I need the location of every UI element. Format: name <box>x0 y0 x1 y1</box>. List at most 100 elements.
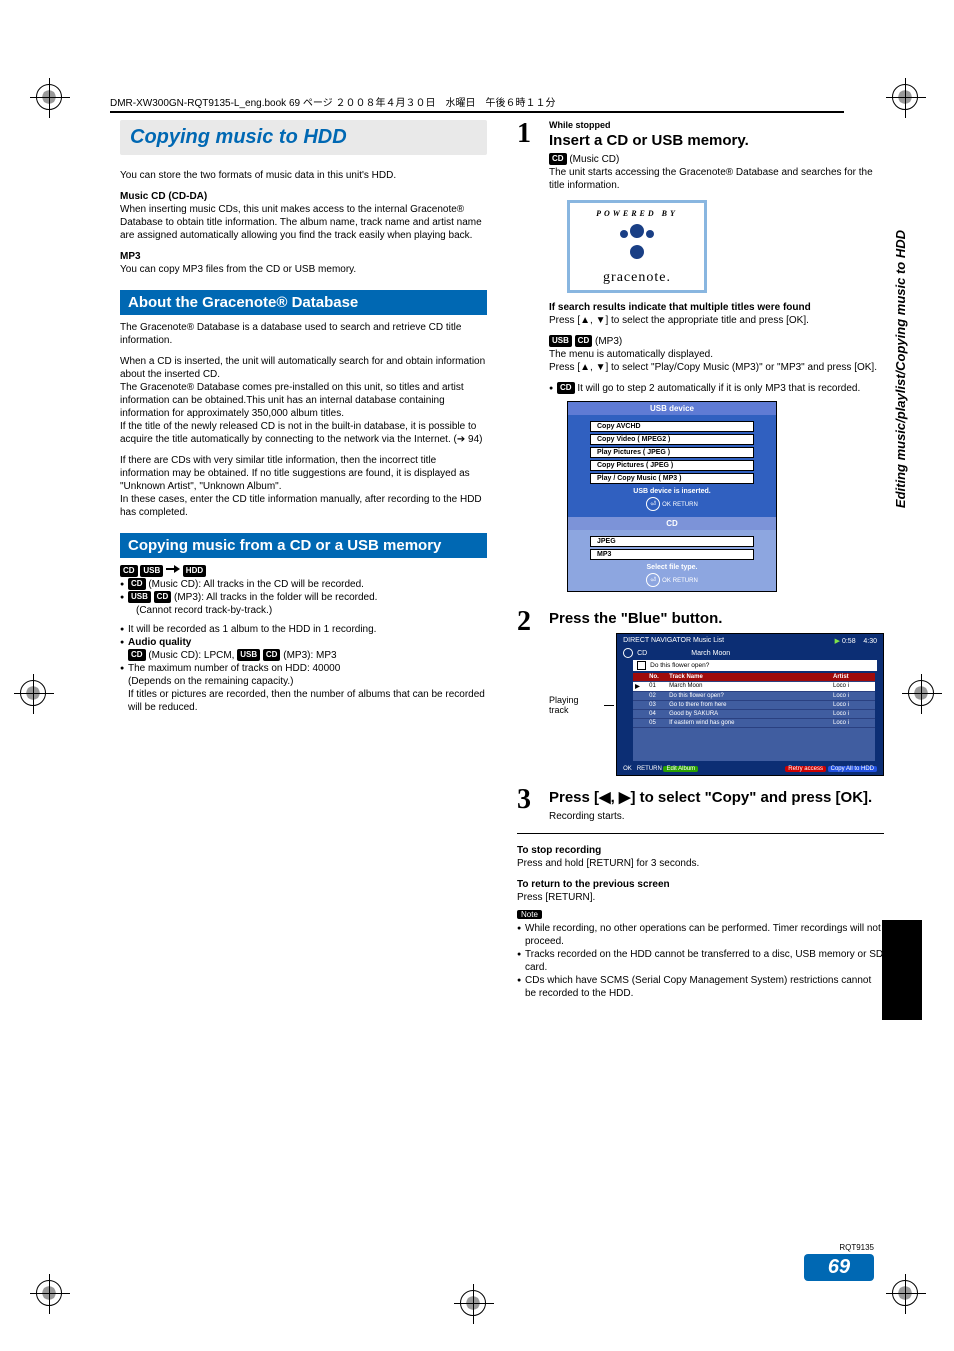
page-footer: RQT9135 69 <box>804 1243 874 1281</box>
cell: 05 <box>647 719 667 727</box>
arrow-right-icon <box>166 564 180 578</box>
section-copy-heading: Copying music from a CD or a USB memory <box>120 533 487 558</box>
stop-heading: To stop recording <box>517 844 884 857</box>
nav-time: 0:58 <box>842 638 856 645</box>
osd-ok: OK <box>662 502 671 508</box>
print-header: DMR-XW300GN-RQT9135-L_eng.book 69 ページ ２０… <box>110 94 844 113</box>
album-icon <box>637 661 646 670</box>
nav-footer: OK RETURN Edit Album Retry access Copy A… <box>617 763 883 775</box>
source-tags: CD USB HDD <box>120 564 487 578</box>
usb-tag: USB <box>140 565 163 577</box>
step1-line: CD (Music CD) <box>549 153 884 166</box>
cd-tag: CD <box>575 335 593 347</box>
table-row: 02 Do this flower open? Loco i <box>633 691 875 700</box>
side-tab: Editing music/playlist/Copying music to … <box>893 230 908 508</box>
list-item: It will be recorded as 1 album to the HD… <box>120 623 487 636</box>
nav-foot-ok: OK <box>623 766 632 772</box>
mp3-heading: MP3 <box>120 250 487 263</box>
cell <box>633 692 647 700</box>
multi-title-heading: If search results indicate that multiple… <box>549 301 884 314</box>
step2-title: Press the "Blue" button. <box>549 610 884 627</box>
about-p5: If there are CDs with very similar title… <box>120 454 487 493</box>
ok-icon: ⏎ <box>646 497 660 511</box>
step3-title: Press [◀, ▶] to select "Copy" and press … <box>549 788 884 806</box>
table-row: 04 Good by SAKURA Loco i <box>633 709 875 718</box>
crop-mark-icon <box>908 680 934 711</box>
list-item: CDs which have SCMS (Serial Copy Managem… <box>517 974 884 1000</box>
osd-usb-title: USB device <box>568 402 776 415</box>
col-artist: Artist <box>831 673 875 681</box>
note-chip: Note <box>517 910 542 919</box>
table-row: 05 If eastern wind has gone Loco i <box>633 718 875 727</box>
table-row: ▶ 01 March Moon Loco i <box>633 681 875 691</box>
crop-mark-icon <box>892 84 918 115</box>
cell: Loco i <box>831 692 875 700</box>
mp3-body: You can copy MP3 files from the CD or US… <box>120 263 487 276</box>
notes-list: While recording, no other operations can… <box>517 922 884 1000</box>
nav-table: No. Track Name Artist ▶ 01 March Moon <box>633 673 875 761</box>
stop-body: Press and hold [RETURN] for 3 seconds. <box>517 857 884 870</box>
divider <box>517 833 884 834</box>
list-item: While recording, no other operations can… <box>517 922 884 948</box>
osd-status2: Select file type. <box>590 564 754 571</box>
cell <box>633 719 647 727</box>
navigator-wrap: Playing track DIRECT NAVIGATOR Music Lis… <box>549 633 884 776</box>
nav-foot-return: RETURN <box>637 766 662 772</box>
text: If titles or pictures are recorded, then… <box>128 689 485 713</box>
osd-cd-title: CD <box>568 517 776 530</box>
text: (Music CD) <box>567 154 620 165</box>
list-item: The maximum number of tracks on HDD: 400… <box>120 662 487 714</box>
mp3-line: USB CD (MP3) <box>549 335 884 348</box>
text: The maximum number of tracks on HDD: 400… <box>128 663 340 674</box>
usb-tag: USB <box>128 591 151 603</box>
cd-tag: CD <box>557 382 575 394</box>
osd-item: Copy AVCHD <box>590 421 754 432</box>
page-title-bar: Copying music to HDD <box>120 120 487 155</box>
footer-code: RQT9135 <box>804 1243 874 1252</box>
cell: 01 <box>647 682 667 691</box>
playing-track-label: Playing track <box>549 695 600 715</box>
leader-line-icon <box>604 705 614 706</box>
text: (Cannot record track-by-track.) <box>136 604 487 617</box>
crop-mark-icon <box>460 1290 486 1321</box>
audio-quality-label: Audio quality <box>128 637 191 648</box>
cell: ▶ <box>633 682 647 691</box>
nav-thead: No. Track Name Artist <box>633 673 875 681</box>
col-status <box>633 673 647 681</box>
nav-foot-retry: Retry access <box>785 766 826 772</box>
copy-list-2: It will be recorded as 1 album to the HD… <box>120 623 487 714</box>
cell: March Moon <box>667 682 831 691</box>
about-p6: In these cases, enter the CD title infor… <box>120 493 487 519</box>
text: (MP3): MP3 <box>280 650 336 661</box>
mp3-body-b: Press [▲, ▼] to select "Play/Copy Music … <box>549 361 884 374</box>
step-3: 3 Press [◀, ▶] to select "Copy" and pres… <box>517 786 884 823</box>
osd-return: RETURN <box>673 578 698 584</box>
nav-album: March Moon <box>691 650 730 657</box>
osd-item: JPEG <box>590 536 754 547</box>
osd-item: Play Pictures ( JPEG ) <box>590 447 754 458</box>
cd-tag: CD <box>120 565 138 577</box>
text: (Music CD): LPCM, <box>146 650 238 661</box>
osd-item: MP3 <box>590 549 754 560</box>
gracenote-logo: POWERED BY gracenote. <box>567 200 707 293</box>
col-track: Track Name <box>667 673 831 681</box>
cell: 02 <box>647 692 667 700</box>
cell <box>633 701 647 709</box>
nav-total: 4:30 <box>863 638 877 645</box>
list-item: Tracks recorded on the HDD cannot be tra… <box>517 948 884 974</box>
multi-title-body: Press [▲, ▼] to select the appropriate t… <box>549 314 884 327</box>
list-item: USB CD (MP3): All tracks in the folder w… <box>120 591 487 617</box>
section-about-heading: About the Gracenote® Database <box>120 290 487 315</box>
left-column: Copying music to HDD You can store the t… <box>120 120 487 1006</box>
osd-cd-body: JPEG MP3 Select file type. ⏎ OK RETURN <box>568 530 776 591</box>
table-row: 03 Go to there from here Loco i <box>633 700 875 709</box>
about-p4: If the title of the newly released CD is… <box>120 420 487 446</box>
cell <box>633 710 647 718</box>
osd-return: RETURN <box>673 502 698 508</box>
gracenote-dots-icon <box>574 224 700 264</box>
cell: Good by SAKURA <box>667 710 831 718</box>
page-number: 69 <box>804 1254 874 1281</box>
col-no: No. <box>647 673 667 681</box>
nav-header-left: DIRECT NAVIGATOR Music List <box>623 637 724 645</box>
step-number: 2 <box>517 608 539 776</box>
